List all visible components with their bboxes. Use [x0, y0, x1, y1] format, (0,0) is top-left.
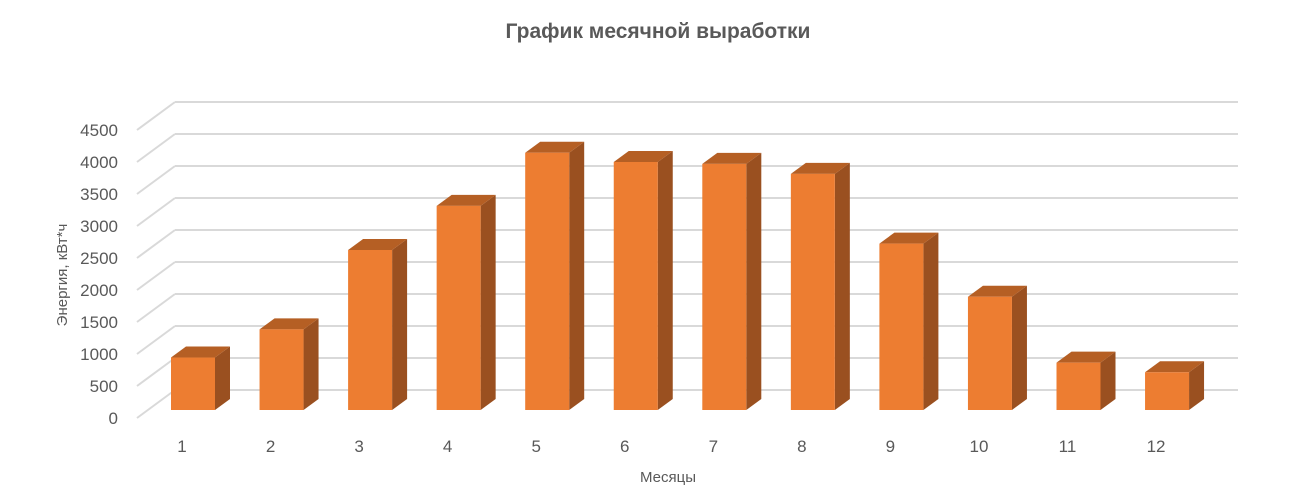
bar-top: [879, 232, 939, 244]
bar-side: [834, 162, 850, 410]
bar-top: [613, 151, 673, 162]
bar-front: [613, 162, 658, 410]
bar-3: [348, 239, 408, 410]
gridline-depth: [136, 197, 176, 227]
gridline-depth: [136, 357, 176, 387]
x-tick-label: 4: [443, 437, 452, 456]
bar-side: [1189, 361, 1205, 410]
gridline-depth: [136, 389, 176, 419]
x-tick-label: 8: [797, 437, 806, 456]
bar-11: [1056, 351, 1116, 410]
bars: [171, 141, 1205, 411]
bar-12: [1145, 361, 1205, 410]
y-tick-label: 2500: [80, 249, 118, 268]
bar-4: [436, 194, 496, 410]
bar-front: [790, 173, 835, 410]
gridline-depth: [136, 229, 176, 259]
gridline-depth: [136, 293, 176, 323]
bar-5: [525, 141, 585, 410]
bar-front: [436, 205, 481, 410]
gridline-depth: [136, 101, 176, 131]
bar-top: [1145, 361, 1205, 373]
bar-side: [215, 346, 230, 410]
x-tick-label: 3: [354, 437, 363, 456]
y-tick-label: 2000: [80, 281, 118, 300]
x-tick-label: 9: [886, 437, 895, 456]
y-axis-title: Энергия, кВт*ч: [54, 224, 71, 327]
bar-7: [702, 152, 762, 411]
bar-2: [259, 318, 319, 410]
chart-title: График месячной выработки: [506, 20, 811, 43]
x-tick-label: 6: [620, 437, 629, 456]
y-tick-label: 4500: [80, 121, 118, 140]
gridline-depth: [136, 261, 176, 291]
bar-front: [171, 357, 215, 410]
bar-1: [171, 346, 230, 410]
bar-front: [702, 163, 747, 410]
bar-top: [702, 152, 762, 164]
bar-front: [879, 243, 924, 410]
bar-top: [436, 194, 496, 206]
bar-side: [923, 232, 939, 410]
x-tick-label: 7: [709, 437, 718, 456]
bar-front: [967, 296, 1012, 410]
gridline-depth: [136, 325, 176, 355]
y-tick-label: 4000: [80, 153, 118, 172]
bar-side: [303, 318, 319, 410]
bar-side: [657, 151, 673, 410]
bar-10: [967, 285, 1027, 410]
bar-top: [348, 239, 408, 250]
x-tick-label: 1: [177, 437, 186, 456]
bar-top: [790, 162, 850, 174]
y-tick-label: 1000: [80, 345, 118, 364]
y-tick-label: 0: [109, 409, 118, 428]
bar-side: [392, 239, 408, 410]
x-tick-label: 12: [1147, 437, 1166, 456]
gridline-depth: [136, 133, 176, 163]
y-axis-ticks: 0 500 1000 1500 2000 2500 3000 3500 4000 4500: [80, 121, 118, 428]
x-tick-label: 11: [1059, 437, 1077, 456]
bar-side: [746, 152, 762, 411]
y-tick-label: 3000: [80, 217, 118, 236]
x-axis-ticks: 1 2 3 4 5 6 7 8 9 10 11 12: [177, 437, 1165, 456]
bar-front: [259, 329, 304, 410]
bar-side: [1011, 285, 1027, 410]
bar-6: [613, 151, 673, 410]
bar-front: [525, 152, 570, 410]
bar-front: [348, 250, 393, 410]
bar-side: [1100, 351, 1116, 410]
x-tick-label: 5: [531, 437, 540, 456]
bar-side: [569, 141, 585, 410]
y-tick-label: 3500: [80, 185, 118, 204]
x-tick-label: 10: [969, 437, 988, 456]
bar-top: [525, 141, 585, 153]
bar-top: [1056, 351, 1116, 363]
bar-top: [259, 318, 319, 330]
gridline-depth: [136, 165, 176, 195]
bar-top: [171, 346, 230, 358]
bar-8: [790, 162, 850, 410]
bar-front: [1056, 362, 1101, 410]
y-tick-label: 1500: [80, 313, 118, 332]
y-tick-label: 500: [90, 377, 118, 396]
bar-side: [480, 194, 496, 410]
bar-9: [879, 232, 939, 410]
x-tick-label: 2: [266, 437, 275, 456]
x-axis-title: Месяцы: [640, 469, 696, 486]
bar-top: [967, 285, 1027, 297]
bar-front: [1145, 372, 1190, 410]
